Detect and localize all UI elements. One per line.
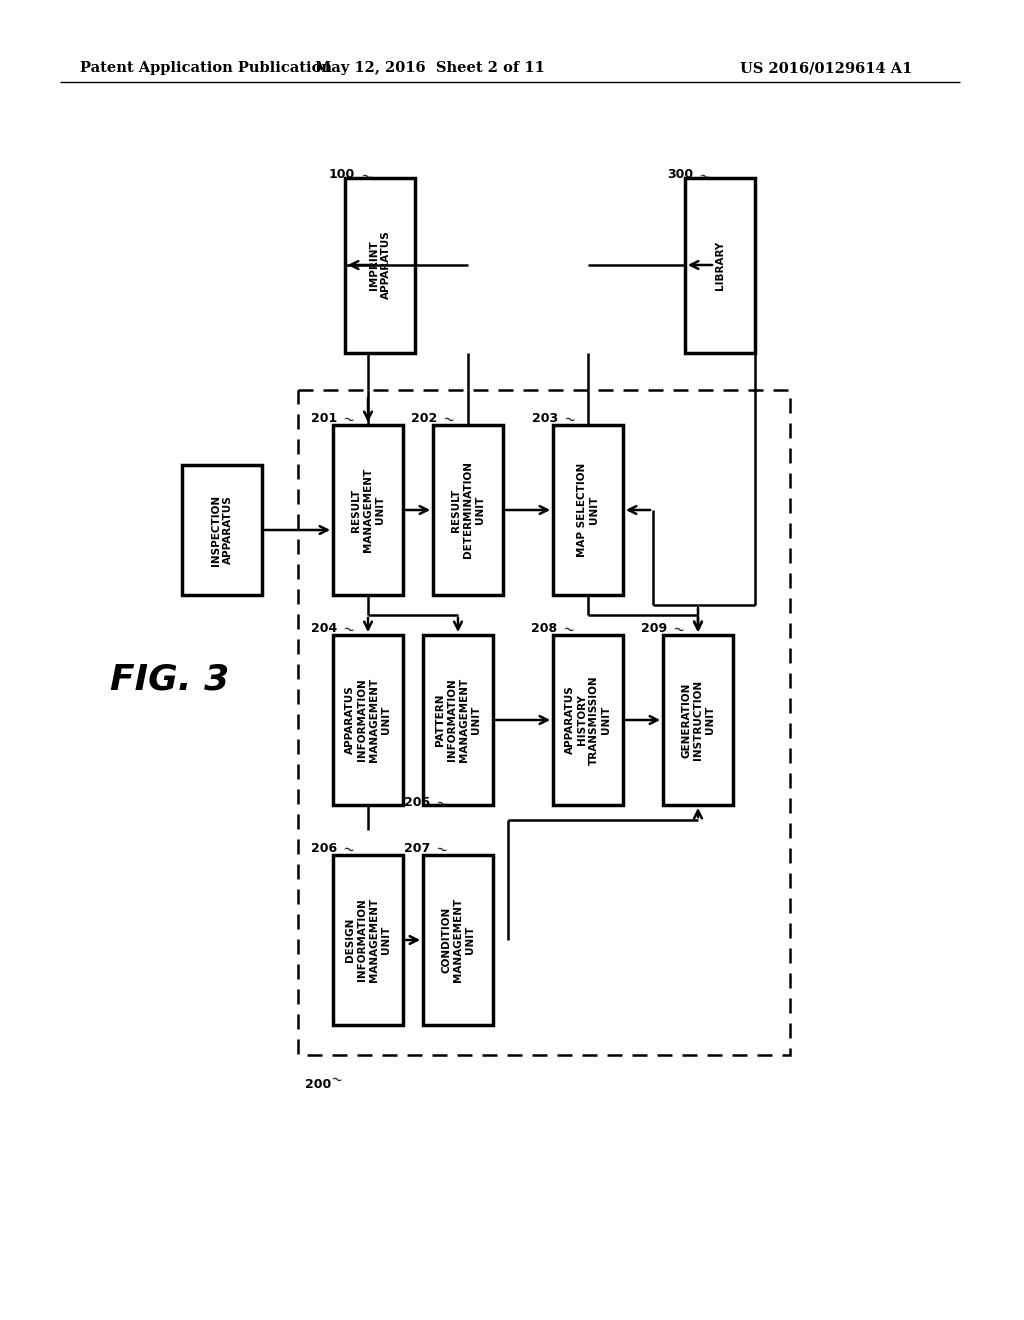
Bar	[685, 177, 755, 352]
Text: May 12, 2016  Sheet 2 of 11: May 12, 2016 Sheet 2 of 11	[315, 61, 545, 75]
Text: ~: ~	[329, 1072, 344, 1089]
Text: APPARATUS
INFORMATION
MANAGEMENT
UNIT: APPARATUS INFORMATION MANAGEMENT UNIT	[345, 678, 391, 762]
Text: PATTERN
INFORMATION
MANAGEMENT
UNIT: PATTERN INFORMATION MANAGEMENT UNIT	[435, 678, 481, 762]
Text: ~: ~	[561, 622, 575, 639]
Text: DESIGN
INFORMATION
MANAGEMENT
UNIT: DESIGN INFORMATION MANAGEMENT UNIT	[345, 898, 391, 982]
Text: ~: ~	[671, 622, 686, 639]
Text: 203: 203	[531, 412, 558, 425]
Text: ~: ~	[341, 622, 356, 639]
Text: 300: 300	[667, 169, 693, 181]
Text: LIBRARY: LIBRARY	[715, 240, 725, 289]
Text: ~: ~	[697, 169, 712, 185]
Bar	[333, 635, 403, 805]
Bar	[553, 425, 623, 595]
Text: CONDITION
MANAGEMENT
UNIT: CONDITION MANAGEMENT UNIT	[441, 898, 475, 982]
Text: 205: 205	[403, 796, 430, 808]
Bar	[553, 635, 623, 805]
Text: ~: ~	[434, 796, 449, 812]
Text: GENERATION
INSTRUCTION
UNIT: GENERATION INSTRUCTION UNIT	[681, 680, 715, 760]
Text: ~: ~	[441, 412, 456, 428]
Bar	[298, 389, 790, 1055]
Text: FIG. 3: FIG. 3	[110, 663, 229, 697]
Text: 100: 100	[329, 169, 355, 181]
Text: INSPECTION
APPARATUS: INSPECTION APPARATUS	[211, 495, 233, 565]
Text: RESULT
MANAGEMENT
UNIT: RESULT MANAGEMENT UNIT	[351, 467, 385, 552]
Text: ~: ~	[359, 169, 374, 185]
Bar	[333, 425, 403, 595]
Text: 209: 209	[641, 622, 667, 635]
Text: 204: 204	[310, 622, 337, 635]
Text: Patent Application Publication: Patent Application Publication	[80, 61, 332, 75]
Bar	[333, 855, 403, 1026]
Text: 202: 202	[411, 412, 437, 425]
Bar	[423, 635, 493, 805]
Text: MAP SELECTION
UNIT: MAP SELECTION UNIT	[577, 463, 599, 557]
Bar	[345, 177, 415, 352]
Bar	[423, 855, 493, 1026]
Text: 206: 206	[311, 842, 337, 854]
Text: ~: ~	[341, 842, 356, 858]
Text: RESULT
DETERMINATION
UNIT: RESULT DETERMINATION UNIT	[451, 462, 485, 558]
Text: ~: ~	[341, 412, 356, 428]
Text: 201: 201	[310, 412, 337, 425]
Bar	[433, 425, 503, 595]
Text: 207: 207	[403, 842, 430, 854]
Text: IMPRINT
APPARATUS: IMPRINT APPARATUS	[369, 231, 391, 300]
Text: ~: ~	[562, 412, 577, 428]
Text: US 2016/0129614 A1: US 2016/0129614 A1	[740, 61, 912, 75]
Bar	[182, 465, 262, 595]
Bar	[663, 635, 733, 805]
Text: ~: ~	[434, 842, 449, 858]
Text: 208: 208	[530, 622, 557, 635]
Text: APPARATUS
HISTORY
TRANSMISSION
UNIT: APPARATUS HISTORY TRANSMISSION UNIT	[565, 676, 611, 764]
Text: 200: 200	[305, 1078, 331, 1092]
